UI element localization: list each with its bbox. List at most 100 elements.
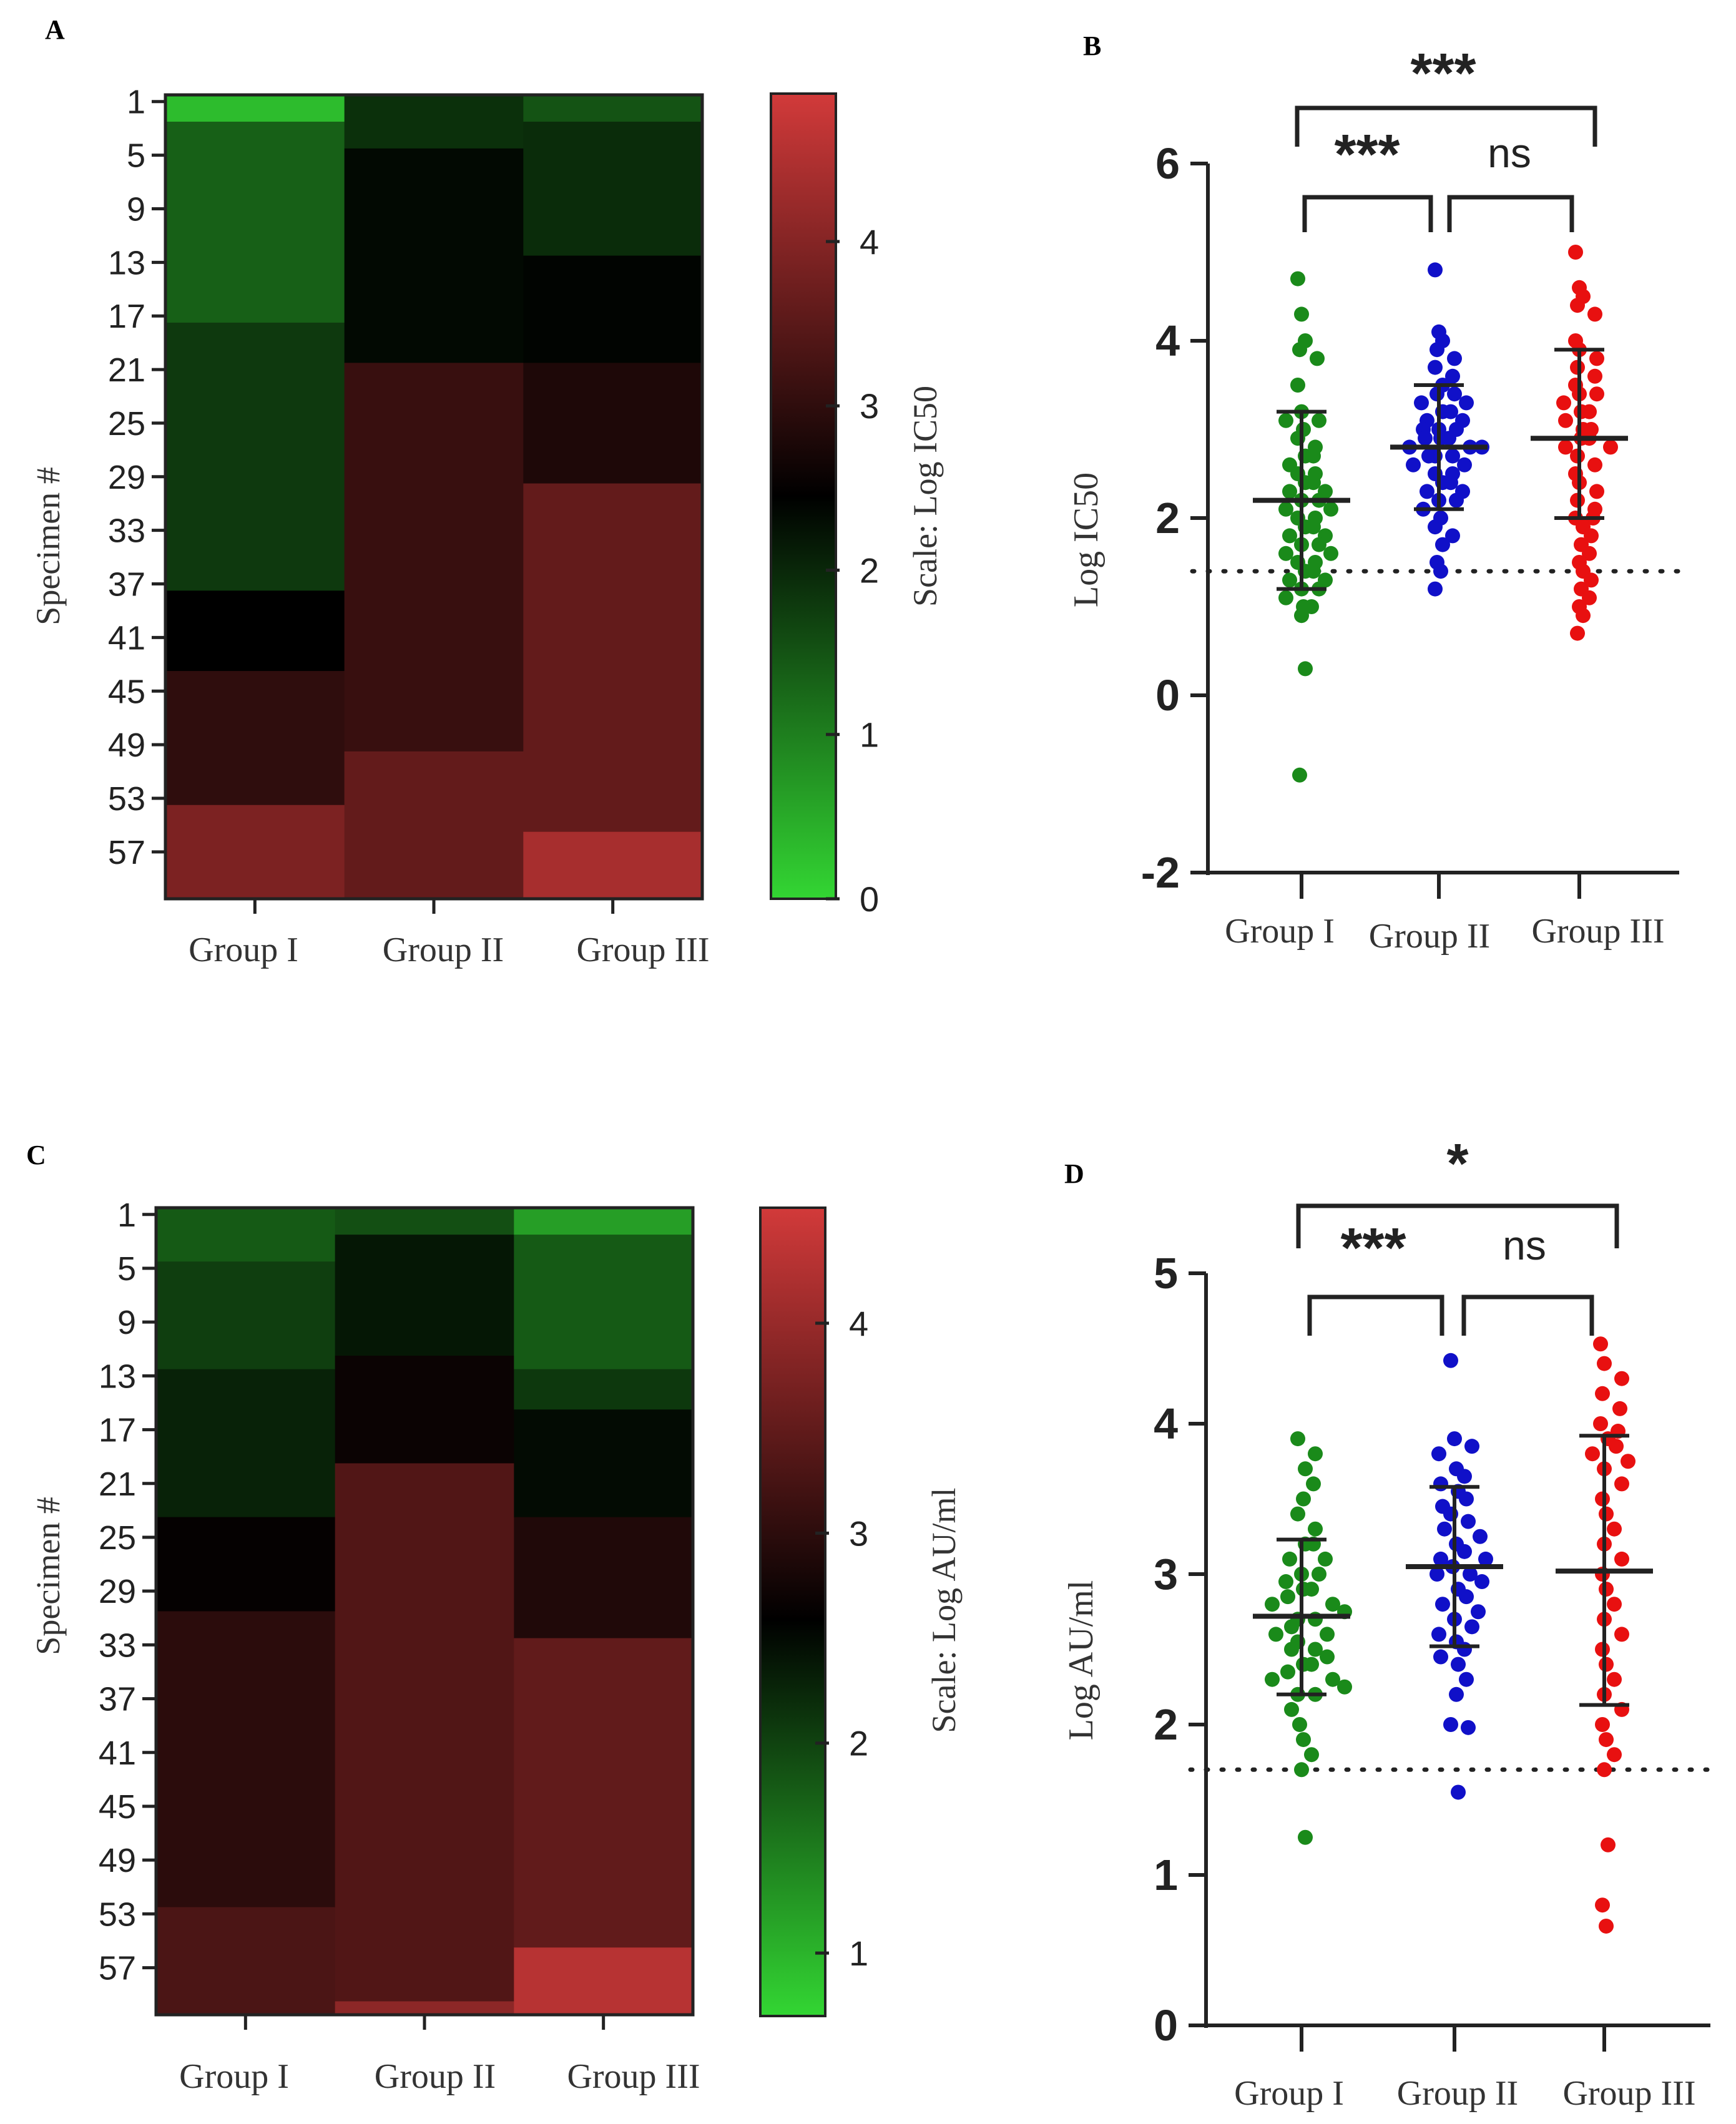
scatter-d-point-group-1 <box>1278 1574 1293 1590</box>
heatmap-a-cell-3-2 <box>523 121 703 257</box>
heatmap-a-cell-3-6 <box>523 831 703 899</box>
scatter-d-ytick-label: 3 <box>1154 1550 1178 1598</box>
panel-label-a: A <box>45 14 65 45</box>
scatter-d-point-group-2 <box>1437 1521 1452 1537</box>
scatter-d-point-group-2 <box>1459 1671 1474 1687</box>
scatter-d-point-group-2 <box>1459 1589 1474 1605</box>
scatter-d-point-group-1 <box>1298 1461 1313 1477</box>
scatter-b-point-group-3 <box>1587 306 1602 322</box>
heatmap-a-cell-1-4 <box>165 590 345 672</box>
scatter-d-point-group-3 <box>1609 1439 1624 1454</box>
scatter-b-bracket-2 <box>1302 195 1433 232</box>
scatter-d-point-group-3 <box>1601 1837 1616 1852</box>
scatter-d-point-group-3 <box>1585 1446 1600 1462</box>
scatter-d-point-group-2 <box>1474 1574 1489 1590</box>
scatter-b-point-group-1 <box>1310 351 1325 366</box>
heatmap-a-ytick-label: 29 <box>108 459 145 496</box>
scatter-d-point-group-2 <box>1457 1642 1472 1657</box>
scatter-b-point-group-3 <box>1570 298 1585 313</box>
scatter-d-point-group-1 <box>1296 1491 1311 1507</box>
heatmap-c-cell-2-2 <box>335 1235 514 1356</box>
heatmap-a-ytick-label: 5 <box>127 137 145 175</box>
scatter-d-point-group-2 <box>1461 1514 1476 1529</box>
heatmap-c-cell-3-5 <box>514 1517 694 1639</box>
scatter-b-point-group-2 <box>1430 342 1444 358</box>
scatter-b-point-group-3 <box>1589 484 1604 499</box>
scatter-b-point-group-1 <box>1304 599 1319 614</box>
heatmap-c-ytick-label: 57 <box>99 1950 136 1987</box>
scatter-b-point-group-3 <box>1570 625 1585 641</box>
colorbar-c <box>759 1206 826 2017</box>
scatter-b-point-group-1 <box>1312 537 1327 552</box>
scatter-d-point-group-3 <box>1607 1597 1622 1612</box>
heatmap-a-ytick-label: 33 <box>108 512 145 550</box>
heatmap-a-ytick-label: 9 <box>127 190 145 228</box>
scatter-b-point-group-2 <box>1428 519 1443 535</box>
scatter-b-point-group-2 <box>1445 368 1460 384</box>
scatter-d-point-group-2 <box>1459 1491 1474 1507</box>
scatter-d-point-group-1 <box>1325 1597 1340 1612</box>
scatter-d-point-group-2 <box>1473 1529 1488 1544</box>
scatter-d-point-group-2 <box>1457 1469 1472 1484</box>
scatter-b-xtick-group-3: Group III <box>1531 912 1664 951</box>
scatter-d-point-group-2 <box>1451 1784 1466 1800</box>
scatter-d-point-group-1 <box>1308 1642 1323 1657</box>
scatter-d-point-group-3 <box>1614 1627 1629 1642</box>
colorbar-a-tick-label: 2 <box>860 551 879 590</box>
scatter-d-point-group-1 <box>1290 1506 1305 1522</box>
scatter-b-point-group-1 <box>1306 448 1321 464</box>
scatter-b-point-group-1 <box>1292 342 1307 358</box>
scatter-d-ytick-label: 2 <box>1154 1700 1178 1749</box>
scatter-b-ytick-label: 0 <box>1155 671 1180 720</box>
scatter-d-point-group-2 <box>1447 1431 1462 1447</box>
heatmap-a-ytick-label: 57 <box>108 834 145 871</box>
heatmap-c-cell-2-4 <box>335 1463 514 2002</box>
heatmap-c-ytick-label: 1 <box>117 1197 136 1234</box>
heatmap-a-ytick-label: 45 <box>108 673 145 710</box>
scatter-b-point-group-3 <box>1584 528 1599 544</box>
scatter-b-point-group-2 <box>1421 448 1436 464</box>
scatter-b-point-group-2 <box>1428 360 1443 375</box>
scatter-d-point-group-3 <box>1614 1371 1629 1386</box>
scatter-b-point-group-3 <box>1568 245 1583 260</box>
scatter-d-point-group-3 <box>1593 1336 1608 1352</box>
heatmap-a-cell-2-4 <box>344 751 524 899</box>
scatter-d-point-group-3 <box>1599 1732 1614 1748</box>
scatter-b-point-group-2 <box>1441 431 1456 446</box>
scatter-b-point-group-1 <box>1278 501 1293 517</box>
scatter-d-significance-label-3: ns <box>1503 1222 1546 1268</box>
heatmap-a-ytick-label: 37 <box>108 566 145 604</box>
scatter-b-significance-label-1: *** <box>1410 42 1476 105</box>
heatmap-c-xtick-group-3: Group III <box>567 2057 700 2096</box>
colorbar-a-tick-label: 0 <box>860 879 879 919</box>
scatter-d-bracket-1 <box>1296 1203 1619 1248</box>
heatmap-a: 1 5 9 13 17 21 25 29 33 37 41 45 49 53 57 <box>108 84 704 914</box>
scatter-b-point-group-2 <box>1406 457 1421 472</box>
heatmap-a-ytick-label: 25 <box>108 405 145 443</box>
scatter-d-point-group-2 <box>1443 1717 1458 1732</box>
scatter-d-point-group-1 <box>1284 1619 1299 1635</box>
heatmap-c-ytick-label: 29 <box>99 1573 136 1610</box>
scatter-b-significance-label-2: *** <box>1334 124 1400 186</box>
scatter-d-ytick-label: 5 <box>1154 1249 1178 1298</box>
colorbar-c-tick-label: 1 <box>849 1934 868 1973</box>
scatter-d-xtick-group-3: Group III <box>1562 2074 1695 2113</box>
scatter-b-ytick-label: 4 <box>1155 316 1180 365</box>
scatter-d-point-group-2 <box>1431 1627 1446 1642</box>
scatter-d-bracket-2 <box>1307 1294 1444 1336</box>
heatmap-c-cell-1-1 <box>156 1208 336 1262</box>
scatter-d-point-group-1 <box>1284 1701 1299 1717</box>
scatter-d-point-group-2 <box>1435 1597 1450 1612</box>
scatter-b-point-group-2 <box>1443 475 1458 491</box>
scatter-d-ylabel: Log AU/ml <box>1062 1580 1101 1741</box>
heatmap-c-cell-2-1 <box>335 1208 514 1235</box>
scatter-d-point-group-2 <box>1443 1353 1458 1368</box>
scatter-d-point-group-2 <box>1471 1604 1486 1620</box>
scatter-d-point-group-1 <box>1265 1597 1280 1612</box>
scatter-d-point-group-1 <box>1318 1551 1333 1567</box>
scatter-d-point-group-1 <box>1280 1664 1295 1680</box>
scatter-b-point-group-3 <box>1589 351 1604 366</box>
scatter-b-point-group-3 <box>1584 572 1599 588</box>
